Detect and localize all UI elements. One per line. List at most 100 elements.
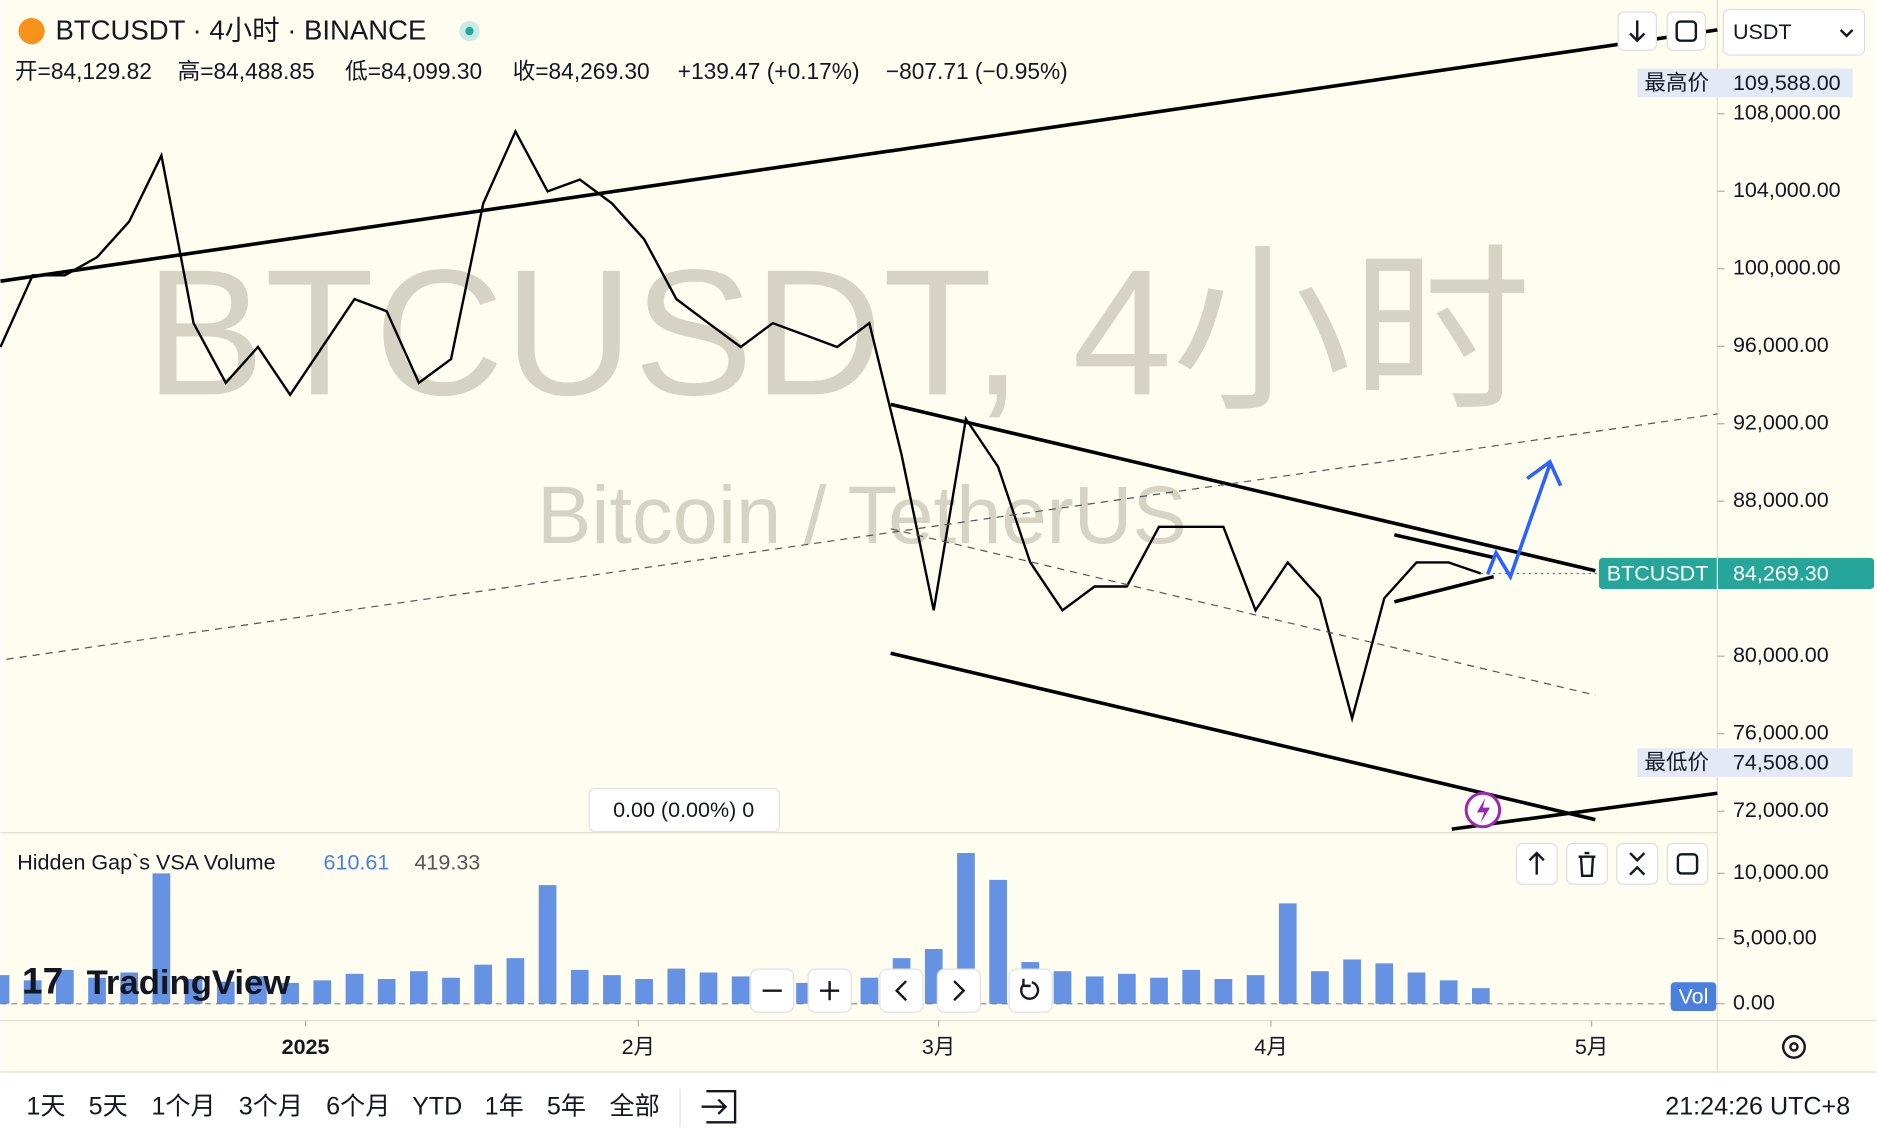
fullscreen-icon	[1675, 20, 1698, 42]
volume-bar	[442, 977, 460, 1004]
volume-bar	[1085, 976, 1104, 1004]
volume-bar	[1439, 980, 1458, 1004]
range-button[interactable]: 5天	[89, 1093, 128, 1121]
settings-button[interactable]	[1781, 1034, 1806, 1059]
range-button[interactable]: 全部	[609, 1093, 659, 1121]
price-line	[0, 128, 1482, 723]
volume-bar	[1472, 988, 1490, 1004]
range-button[interactable]: 1个月	[151, 1093, 215, 1121]
last-price-name: BTCUSDT	[1607, 561, 1709, 585]
volume-bar	[570, 969, 589, 1004]
symbol-title: BTCUSDT · 4小时 · BINANCE	[56, 15, 427, 46]
pane-collapse-button[interactable]	[1616, 842, 1659, 885]
volume-bar	[860, 977, 879, 1004]
compare-button[interactable]	[701, 1089, 737, 1124]
pane-buttons	[1515, 842, 1709, 885]
icon	[1020, 978, 1040, 1000]
watermark-subtitle: Bitcoin / TetherUS	[537, 470, 1187, 561]
volume-bar	[1375, 963, 1394, 1004]
measure-label: 0.00 (0.00%) 0	[613, 798, 754, 822]
volume-bar	[957, 853, 975, 1004]
volume-bar	[216, 981, 235, 1004]
last-price-box	[1598, 557, 1875, 590]
volume-bar	[1053, 971, 1072, 1004]
range-button[interactable]: 3个月	[239, 1093, 303, 1121]
y-tick-label: 76,000.00	[1733, 720, 1829, 744]
volume-bar	[1407, 972, 1426, 1004]
icon	[894, 980, 908, 1002]
range-button[interactable]: 1天	[26, 1093, 65, 1121]
volume-bar	[699, 972, 718, 1004]
range-button[interactable]: 6个月	[326, 1093, 390, 1121]
volume-bar	[377, 979, 396, 1004]
icon	[1789, 1042, 1799, 1052]
x-tick-label: 5月	[1575, 1035, 1608, 1059]
ohlc-row: 开=84,129.82 高=84,488.85 低=84,099.30 收=84,26…	[15, 58, 1068, 84]
marker-value: 109,588.00	[1733, 71, 1841, 95]
y-tick-label: 80,000.00	[1733, 643, 1829, 667]
y-tick-label: 108,000.00	[1733, 100, 1841, 124]
volume-bar	[667, 968, 686, 1004]
fullscreen-button[interactable]	[1666, 11, 1707, 51]
trend-line	[1451, 791, 1718, 831]
marker-box	[1637, 68, 1853, 98]
toolbar-background	[0, 1073, 1877, 1145]
volume-bar	[1278, 903, 1297, 1004]
clock: 21:24:26 UTC+8	[1665, 1093, 1850, 1121]
volume-bar	[731, 976, 750, 1004]
y-tick-label: 5,000.00	[1733, 925, 1817, 949]
triangle-line	[1393, 574, 1495, 604]
arrow-head	[1526, 459, 1563, 487]
chart-background	[0, 0, 1877, 1074]
marker-name: 最高价	[1644, 71, 1709, 95]
range-button[interactable]: 1年	[485, 1093, 524, 1121]
x-tick-label: 4月	[1254, 1035, 1287, 1059]
range-buttons: 1天 5天 1个月 3个月 6个月 YTD 1年 5年 全部	[26, 1093, 659, 1121]
nav-buttons	[750, 968, 1053, 1013]
logo-mark: 17	[22, 959, 63, 1001]
icon	[1528, 851, 1545, 875]
ohlc-value: 高=84,488.85	[178, 58, 315, 84]
pane-delete-button[interactable]	[1566, 842, 1608, 885]
range-button[interactable]: 5年	[547, 1093, 586, 1121]
series-name-box	[1670, 982, 1717, 1011]
y-tick-label: 88,000.00	[1733, 488, 1829, 512]
icon	[1629, 852, 1646, 876]
volume-bar	[1246, 975, 1265, 1004]
x-tick-label: 2月	[622, 1035, 655, 1059]
y-tick-label: 104,000.00	[1733, 178, 1841, 202]
icon	[953, 980, 966, 1002]
volume-bar	[1150, 977, 1168, 1004]
triangle-line	[1393, 533, 1495, 560]
currency-label: USDT	[1733, 20, 1792, 44]
range-button[interactable]: YTD	[412, 1093, 462, 1121]
icon	[1578, 851, 1596, 877]
volume-bar	[120, 972, 139, 1004]
currency-select[interactable]	[1722, 8, 1866, 56]
y-tick-label: 72,000.00	[1733, 798, 1829, 822]
volume-bar	[55, 969, 74, 1004]
volume-bar	[538, 885, 557, 1004]
trend-line	[0, 28, 1718, 283]
trend-line	[890, 402, 1596, 573]
marker-value: 74,508.00	[1733, 750, 1829, 774]
pane-maximize-button[interactable]	[1666, 842, 1709, 885]
y-tick-label: 92,000.00	[1733, 410, 1829, 434]
y-tick-label: 10,000.00	[1733, 860, 1829, 884]
reset-button[interactable]	[1008, 968, 1053, 1013]
symbol-logo	[18, 17, 45, 45]
series-name: Vol	[1678, 985, 1708, 1009]
volume-bar	[603, 975, 621, 1004]
volume-bar	[1182, 969, 1201, 1004]
marker-box	[1637, 748, 1853, 777]
indicator-stat: 610.61	[324, 851, 390, 875]
scroll-right-button[interactable]	[936, 968, 981, 1013]
ohlc-value: 收=84,269.30	[513, 58, 650, 84]
logo-text: TradingView	[87, 964, 292, 1002]
volume-bar	[313, 980, 332, 1004]
scroll-left-button[interactable]	[879, 968, 924, 1013]
icon	[820, 981, 840, 1001]
volume-bar	[474, 964, 493, 1004]
